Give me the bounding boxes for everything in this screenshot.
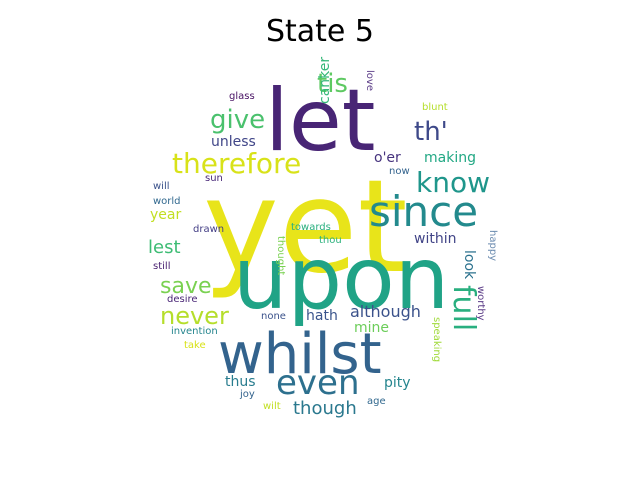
word-thought: thought bbox=[275, 236, 286, 275]
word-therefore: therefore bbox=[172, 147, 301, 180]
word-sun: sun bbox=[205, 173, 223, 184]
word-happy: happy bbox=[487, 230, 498, 261]
word-now: now bbox=[389, 166, 410, 177]
word-give: give bbox=[210, 105, 265, 135]
word-thou: thou bbox=[319, 235, 342, 246]
word-age: age bbox=[367, 396, 386, 407]
word-oer: o'er bbox=[374, 150, 401, 166]
word-th: th' bbox=[414, 117, 448, 147]
word-know: know bbox=[416, 166, 490, 199]
word-speaking: speaking bbox=[431, 317, 442, 362]
word-making: making bbox=[424, 150, 476, 166]
word-within: within bbox=[414, 231, 456, 247]
word-canker: canker bbox=[317, 57, 333, 104]
word-though: though bbox=[293, 398, 357, 419]
word-thus: thus bbox=[225, 374, 256, 390]
word-take: take bbox=[184, 340, 206, 351]
word-even: even bbox=[276, 363, 360, 403]
word-since: since bbox=[369, 187, 478, 236]
word-hath: hath bbox=[306, 308, 338, 324]
chart-title: State 5 bbox=[265, 14, 375, 49]
word-tis: tis bbox=[317, 69, 348, 99]
word-world: world bbox=[153, 196, 181, 207]
word-although: although bbox=[350, 302, 421, 321]
word-blunt: blunt bbox=[422, 102, 448, 113]
word-year: year bbox=[150, 207, 181, 223]
word-towards: towards bbox=[291, 222, 331, 233]
word-full: full bbox=[446, 285, 481, 331]
word-pity: pity bbox=[384, 375, 411, 391]
word-desire: desire bbox=[167, 294, 198, 305]
word-drawn: drawn bbox=[193, 224, 224, 235]
word-look: look bbox=[461, 250, 477, 280]
word-love: love bbox=[364, 70, 375, 91]
word-whilst: whilst bbox=[218, 322, 382, 387]
word-will: will bbox=[153, 181, 170, 192]
word-let: let bbox=[265, 71, 376, 171]
word-never: never bbox=[160, 302, 229, 330]
word-joy: joy bbox=[239, 389, 255, 400]
word-invention: invention bbox=[171, 326, 218, 337]
word-worthy: worthy bbox=[475, 286, 486, 321]
word-still: still bbox=[153, 261, 170, 272]
word-mine: mine bbox=[354, 320, 389, 336]
word-wilt: wilt bbox=[263, 401, 281, 412]
word-upon: upon bbox=[233, 229, 449, 329]
word-unless: unless bbox=[211, 134, 256, 150]
word-save: save bbox=[160, 274, 212, 299]
word-none: none bbox=[261, 311, 286, 322]
word-glass: glass bbox=[229, 91, 255, 102]
word-yet: yet bbox=[203, 153, 408, 302]
word-lest: lest bbox=[148, 237, 181, 258]
